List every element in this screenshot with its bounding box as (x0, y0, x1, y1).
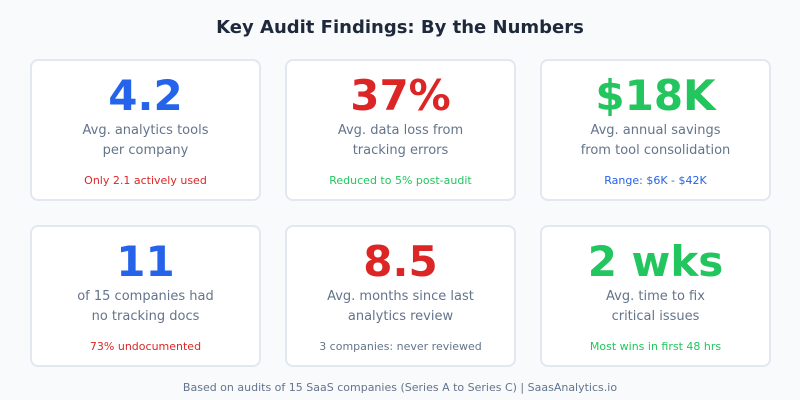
stat-description-line-1: of 15 companies had (77, 289, 214, 304)
stat-description-line-1: Avg. annual savings (590, 123, 721, 138)
stat-description-line-2: analytics review (347, 309, 454, 324)
stat-card-annual-savings: $18K Avg. annual savings from tool conso… (540, 59, 771, 201)
source-footnote: Based on audits of 15 SaaS companies (Se… (182, 381, 618, 394)
stat-note: 73% undocumented (89, 340, 202, 353)
stat-description-line-2: critical issues (611, 309, 700, 324)
stat-description: Avg. data loss from tracking errors (287, 121, 514, 161)
stat-description-line-2: from tool consolidation (580, 143, 731, 158)
stat-description: Avg. months since last analytics review (287, 287, 514, 327)
stat-card-time-to-fix: 2 wks Avg. time to fix critical issues M… (540, 225, 771, 367)
stat-description-line-2: no tracking docs (91, 309, 200, 324)
stat-card-tracking-docs: 11 of 15 companies had no tracking docs … (30, 225, 261, 367)
stat-value: 11 (116, 237, 175, 286)
stat-description: Avg. time to fix critical issues (542, 287, 769, 327)
stat-description: Avg. analytics tools per company (32, 121, 259, 161)
stat-note: 3 companies: never reviewed (319, 340, 482, 353)
stat-card-data-loss: 37% Avg. data loss from tracking errors … (285, 59, 516, 201)
stat-description-line-2: per company (102, 143, 189, 158)
stat-description-line-1: Avg. months since last (327, 289, 474, 304)
stat-description-line-1: Avg. analytics tools (82, 123, 209, 138)
stat-note: Reduced to 5% post-audit (329, 174, 472, 187)
stat-description-line-2: tracking errors (352, 143, 449, 158)
stat-note: Most wins in first 48 hrs (589, 340, 722, 353)
stat-card-months-since-review: 8.5 Avg. months since last analytics rev… (285, 225, 516, 367)
stat-description-line-1: Avg. data loss from (337, 123, 464, 138)
stat-value: $18K (595, 71, 716, 120)
stat-description: Avg. annual savings from tool consolidat… (542, 121, 769, 161)
stat-note: Range: $6K - $42K (604, 174, 707, 187)
stat-value: 8.5 (363, 237, 438, 286)
stat-description: of 15 companies had no tracking docs (32, 287, 259, 327)
stat-description-line-1: Avg. time to fix (606, 289, 705, 304)
page-title: Key Audit Findings: By the Numbers (216, 17, 584, 38)
stat-note: Only 2.1 actively used (84, 174, 207, 187)
stat-value: 37% (350, 71, 451, 120)
stat-card-analytics-tools: 4.2 Avg. analytics tools per company Onl… (30, 59, 261, 201)
stat-value: 4.2 (108, 71, 183, 120)
stat-value: 2 wks (587, 237, 724, 286)
